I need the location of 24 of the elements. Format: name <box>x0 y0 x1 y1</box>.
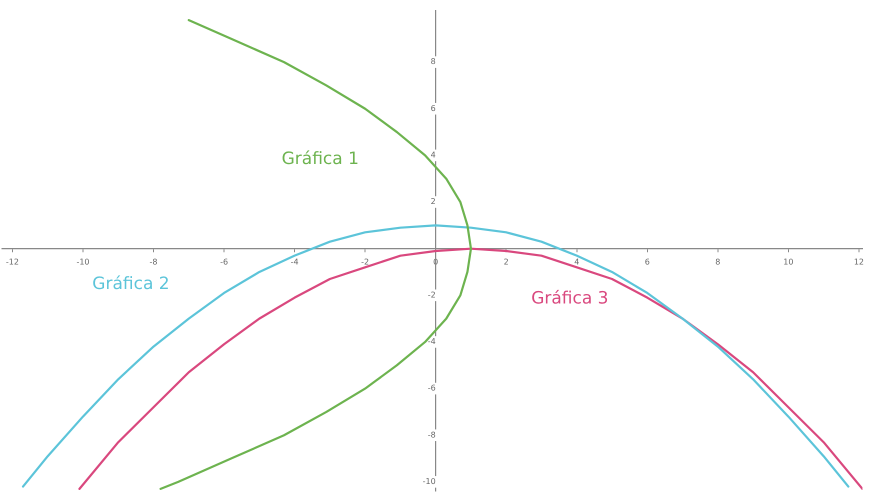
x-tick-label: 6 <box>644 258 650 267</box>
y-tick-label: -6 <box>428 384 436 393</box>
x-tick-label: -12 <box>6 258 19 267</box>
y-tick-label: -4 <box>428 337 436 346</box>
y-tick-label: 8 <box>430 57 436 66</box>
series-label: Gráfica 2 <box>92 274 170 294</box>
y-tick-label: -10 <box>422 476 436 486</box>
x-tick-label: 8 <box>715 258 720 267</box>
x-tick-label: 2 <box>504 258 509 267</box>
series-label: Gráfica 3 <box>531 288 608 308</box>
x-tick-label: -10 <box>76 258 90 267</box>
x-tick-label: -8 <box>150 258 158 267</box>
y-tick-label: 2 <box>430 197 436 206</box>
x-tick-label: -4 <box>290 258 299 267</box>
y-tick-label: 4 <box>430 150 436 160</box>
x-tick-label: 4 <box>574 258 580 267</box>
y-tick-label: -8 <box>428 430 436 440</box>
x-tick-label: 10 <box>783 258 794 267</box>
x-tick-label: -2 <box>361 258 370 267</box>
x-tick-label: 12 <box>854 258 864 267</box>
y-tick-label: -2 <box>428 290 436 300</box>
text: Gráfica 1 <box>282 149 359 170</box>
x-tick-label: -6 <box>220 258 228 267</box>
y-tick-label: 6 <box>430 104 436 113</box>
